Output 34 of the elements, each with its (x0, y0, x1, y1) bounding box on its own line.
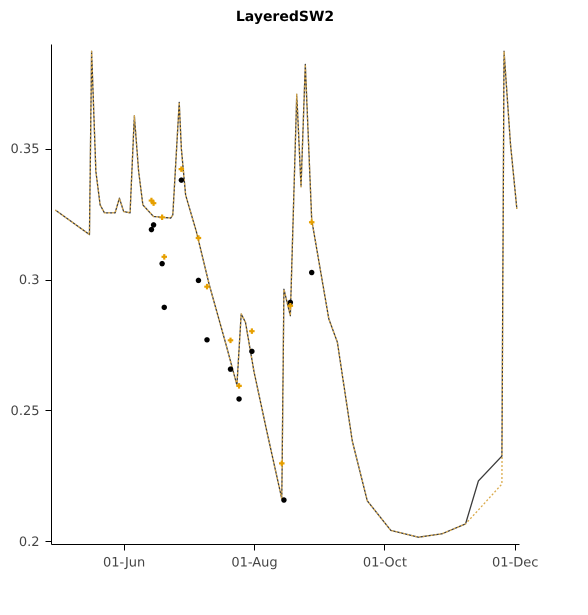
point (228, 366, 234, 372)
point (178, 177, 184, 183)
point (159, 214, 165, 220)
x-tick-label: 01-Aug (231, 556, 278, 570)
point (148, 226, 154, 232)
y-tick-label: 0.2 (18, 534, 40, 550)
point (162, 254, 167, 260)
y-tick-label: 0.35 (10, 142, 40, 158)
point (159, 260, 165, 266)
point (150, 222, 156, 228)
y-tick-label: 0.25 (10, 404, 40, 419)
x-tick-label: 01-Dec (492, 556, 538, 570)
point (288, 303, 294, 309)
point (279, 460, 285, 466)
point (196, 235, 202, 241)
point (236, 383, 242, 389)
point (196, 278, 202, 284)
x-tick-label: 01-Oct (362, 556, 407, 570)
point (150, 200, 156, 206)
point (236, 396, 242, 402)
point (281, 497, 287, 503)
x-tick-label: 01-Jun (103, 556, 146, 570)
point (162, 304, 167, 310)
chart-title: LayeredSW2 (236, 9, 334, 25)
point (178, 166, 184, 172)
point (308, 220, 314, 226)
y-tick-label: 0.3 (18, 273, 40, 288)
point (308, 270, 314, 276)
point (228, 338, 234, 344)
point (249, 348, 255, 354)
point (204, 284, 210, 290)
line-series (54, 50, 518, 538)
point (249, 328, 255, 334)
point (204, 337, 210, 343)
